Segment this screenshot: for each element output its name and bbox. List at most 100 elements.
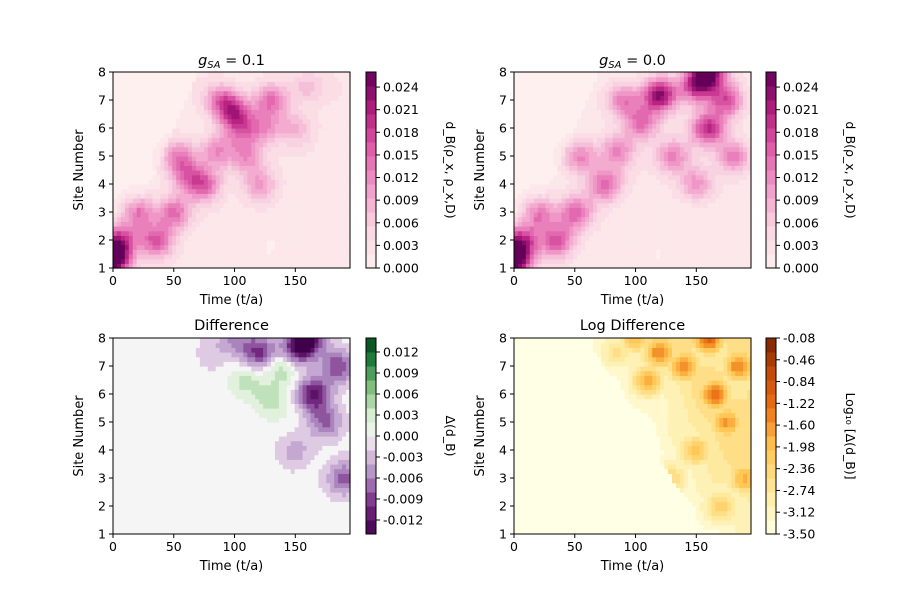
heatmap-cell (660, 151, 665, 157)
heatmap-cell (616, 165, 622, 171)
heatmap-cell (326, 249, 331, 255)
heatmap-cell (600, 249, 606, 255)
heatmap-cell (640, 165, 645, 171)
heatmap-cell (727, 86, 732, 92)
heatmap-cell (243, 184, 248, 190)
heatmap-cell (124, 263, 130, 269)
heatmap-cell (247, 156, 252, 162)
heatmap-cell (632, 100, 638, 106)
heatmap-cell (620, 137, 626, 143)
heatmap-cell (585, 100, 590, 106)
heatmap-cell (687, 72, 693, 78)
heatmap-cell (616, 128, 622, 134)
colorbar-label: d_B(ρ_x, ρ_x,D) (443, 121, 458, 218)
heatmap-cell (656, 151, 661, 157)
heatmap-cell (152, 258, 158, 264)
heatmap-cell (330, 142, 335, 148)
heatmap-cell (176, 90, 181, 96)
heatmap-cell (132, 174, 138, 180)
heatmap-cell (188, 226, 193, 232)
heatmap-cell (660, 104, 665, 110)
heatmap-cell (549, 193, 555, 199)
heatmap-cell (581, 146, 586, 152)
heatmap-cell (152, 160, 158, 166)
heatmap-cell (636, 151, 641, 157)
heatmap-cell (282, 226, 288, 232)
heatmap-cell (160, 76, 165, 82)
heatmap-cell (537, 128, 543, 134)
heatmap-cell (687, 188, 693, 194)
heatmap-cell (176, 202, 181, 208)
heatmap-cell (164, 100, 169, 106)
heatmap-cell (152, 212, 158, 218)
heatmap-cell (290, 221, 296, 227)
heatmap-cell (298, 151, 304, 157)
heatmap-cell (338, 76, 343, 82)
heatmap-cell (521, 151, 527, 157)
heatmap-cell (184, 72, 189, 78)
heatmap-cell (294, 151, 300, 157)
heatmap-cell (600, 118, 606, 124)
heatmap-cell (330, 254, 335, 260)
heatmap-cell (593, 170, 598, 176)
heatmap-cell (573, 258, 578, 264)
heatmap-cell (687, 226, 693, 232)
heatmap-cell (235, 132, 240, 138)
heatmap-cell (219, 174, 225, 180)
heatmap-cell (553, 254, 559, 260)
heatmap-cell (148, 100, 154, 106)
heatmap-cell (624, 258, 630, 264)
heatmap-cell (660, 244, 665, 250)
heatmap-cell (549, 258, 555, 264)
heatmap-cell (172, 263, 177, 269)
heatmap-cell (184, 263, 189, 269)
heatmap-cell (136, 86, 142, 92)
heatmap-cell (529, 81, 535, 87)
heatmap-cell (338, 104, 343, 110)
heatmap-cell (152, 142, 158, 148)
heatmap-cell (192, 128, 197, 134)
heatmap-cell (294, 207, 300, 213)
heatmap-cell (628, 240, 634, 246)
heatmap-cell (176, 184, 181, 190)
heatmap-cell (541, 137, 547, 143)
heatmap-cell (585, 128, 590, 134)
heatmap-cell (723, 263, 728, 269)
heatmap-cell (652, 86, 657, 92)
heatmap-cell (199, 226, 205, 232)
heatmap-cell (164, 216, 169, 222)
heatmap-cell (168, 156, 173, 162)
heatmap-cell (144, 226, 150, 232)
heatmap-cell (211, 207, 217, 213)
heatmap-cell (514, 118, 519, 124)
heatmap-cell (152, 207, 158, 213)
heatmap-cell (573, 170, 578, 176)
heatmap-cell (585, 86, 590, 92)
heatmap-cell (517, 207, 523, 213)
heatmap-cell (160, 207, 165, 213)
heatmap-cell (624, 156, 630, 162)
heatmap-cell (195, 184, 201, 190)
heatmap-cell (553, 165, 559, 171)
heatmap-cell (124, 226, 130, 232)
heatmap-cell (192, 244, 197, 250)
heatmap-cell (113, 72, 118, 78)
heatmap-cell (207, 132, 213, 138)
heatmap-cell (585, 146, 590, 152)
heatmap-cell (727, 95, 732, 101)
heatmap-cell (128, 254, 134, 260)
heatmap-cell (302, 81, 308, 87)
heatmap-cell (310, 193, 316, 199)
heatmap-cell (176, 86, 181, 92)
heatmap-cell (274, 137, 280, 143)
heatmap-cell (144, 202, 150, 208)
heatmap-cell (140, 193, 146, 199)
heatmap-cell (612, 81, 618, 87)
heatmap-cell (672, 263, 677, 269)
heatmap-cell (136, 230, 142, 236)
heatmap-cell (195, 198, 201, 204)
heatmap-cell (715, 235, 720, 241)
heatmap-cell (533, 240, 539, 246)
heatmap-cell (517, 184, 523, 190)
heatmap-cell (219, 230, 225, 236)
